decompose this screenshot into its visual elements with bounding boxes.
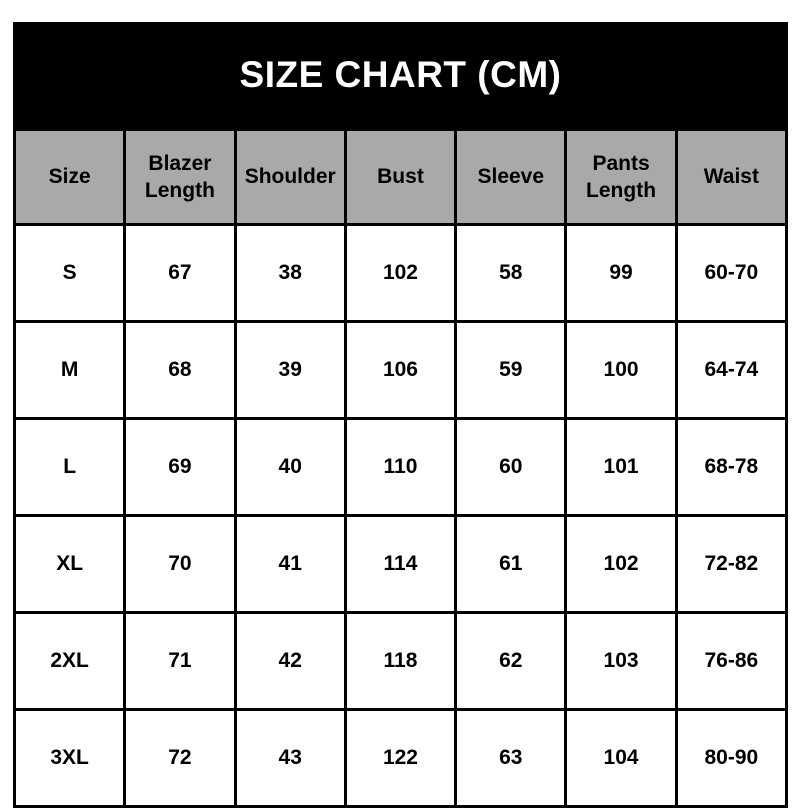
table-cell: 100	[564, 320, 678, 420]
size-row-xl: XL 70 41 114 61 102 72-82	[12, 514, 789, 614]
size-chart-title: SIZE CHART (CM)	[239, 54, 562, 95]
size-row-s: S 67 38 102 58 99 60-70	[12, 223, 789, 323]
row-label: S	[12, 223, 127, 323]
size-row-l: L 69 40 110 60 101 68-78	[12, 417, 789, 517]
table-cell: 62	[454, 611, 568, 711]
column-header-bust: Bust	[343, 128, 458, 226]
table-cell: 118	[343, 611, 458, 711]
size-row-3xl: 3XL 72 43 122 63 104 80-90	[12, 708, 789, 808]
table-cell: 103	[564, 611, 678, 711]
size-chart: SIZE CHART (CM) Size Blazer Length Shoul…	[12, 22, 789, 808]
table-cell: 102	[564, 514, 678, 614]
table-cell: 39	[233, 320, 347, 420]
table-cell: 68	[123, 320, 237, 420]
table-cell: 80-90	[674, 708, 789, 808]
table-cell: 41	[233, 514, 347, 614]
table-cell: 102	[343, 223, 458, 323]
column-header-size: Size	[12, 128, 127, 226]
table-cell: 104	[564, 708, 678, 808]
table-cell: 76-86	[674, 611, 789, 711]
column-header-waist: Waist	[674, 128, 789, 226]
column-header-shoulder: Shoulder	[233, 128, 347, 226]
table-cell: 106	[343, 320, 458, 420]
table-cell: 60	[454, 417, 568, 517]
column-header-blazer-length: Blazer Length	[123, 128, 237, 226]
table-cell: 64-74	[674, 320, 789, 420]
table-cell: 99	[564, 223, 678, 323]
table-cell: 63	[454, 708, 568, 808]
table-cell: 110	[343, 417, 458, 517]
row-label: XL	[12, 514, 127, 614]
row-label: M	[12, 320, 127, 420]
table-cell: 40	[233, 417, 347, 517]
column-header-pants-length: Pants Length	[564, 128, 678, 226]
table-cell: 61	[454, 514, 568, 614]
row-label: L	[12, 417, 127, 517]
table-cell: 67	[123, 223, 237, 323]
table-cell: 72	[123, 708, 237, 808]
size-row-2xl: 2XL 71 42 118 62 103 76-86	[12, 611, 789, 711]
header-row: Size Blazer Length Shoulder Bust Sleeve …	[12, 128, 789, 226]
table-cell: 42	[233, 611, 347, 711]
size-chart-title-bar: SIZE CHART (CM)	[13, 22, 788, 128]
table-cell: 60-70	[674, 223, 789, 323]
table-cell: 72-82	[674, 514, 789, 614]
table-cell: 101	[564, 417, 678, 517]
table-cell: 43	[233, 708, 347, 808]
column-header-sleeve: Sleeve	[454, 128, 568, 226]
table-cell: 68-78	[674, 417, 789, 517]
table-cell: 59	[454, 320, 568, 420]
size-row-m: M 68 39 106 59 100 64-74	[12, 320, 789, 420]
table-cell: 58	[454, 223, 568, 323]
table-cell: 70	[123, 514, 237, 614]
row-label: 3XL	[12, 708, 127, 808]
table-cell: 69	[123, 417, 237, 517]
table-cell: 71	[123, 611, 237, 711]
table-cell: 122	[343, 708, 458, 808]
row-label: 2XL	[12, 611, 127, 711]
size-table: Size Blazer Length Shoulder Bust Sleeve …	[12, 128, 789, 808]
table-cell: 114	[343, 514, 458, 614]
table-cell: 38	[233, 223, 347, 323]
